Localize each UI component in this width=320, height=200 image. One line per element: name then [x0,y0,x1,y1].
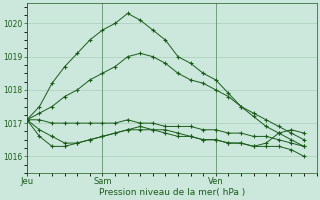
X-axis label: Pression niveau de la mer( hPa ): Pression niveau de la mer( hPa ) [99,188,245,197]
